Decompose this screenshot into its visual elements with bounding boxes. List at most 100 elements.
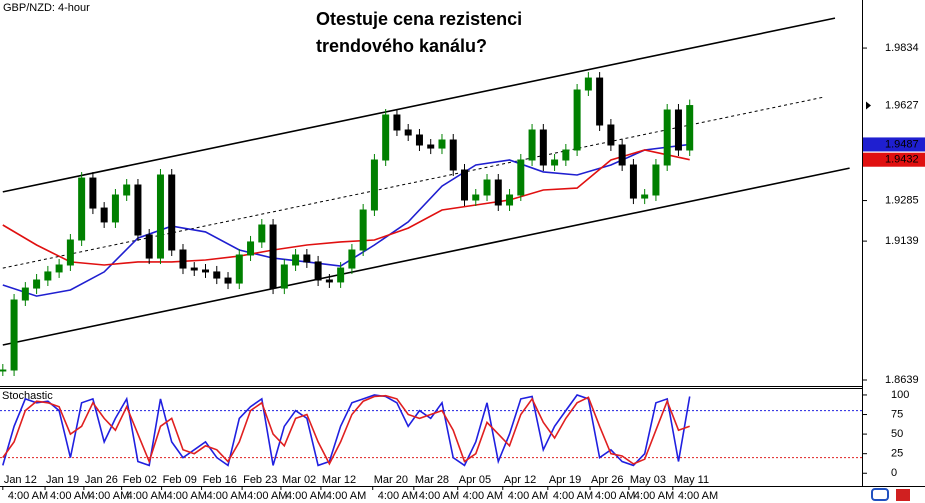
candle xyxy=(314,261,322,281)
time-label: 4:00 AM xyxy=(595,490,635,502)
channel-line xyxy=(2,17,836,193)
indicator-title: Stochastic xyxy=(2,390,53,402)
candle xyxy=(506,194,514,206)
candle xyxy=(258,224,266,243)
candle xyxy=(686,105,694,151)
y-tick-label: 1.9285 xyxy=(885,194,919,206)
candle xyxy=(269,224,277,289)
candle xyxy=(517,159,525,196)
candle xyxy=(539,129,547,166)
time-label: 4:00 AM xyxy=(286,490,326,502)
x-tick-label: Mar 02 xyxy=(282,474,316,486)
y-tick-label: 0 xyxy=(891,467,897,479)
x-tick-label: Feb 09 xyxy=(163,474,197,486)
time-label: 4:00 AM xyxy=(463,490,503,502)
time-label: 4:00 AM xyxy=(378,490,418,502)
candle xyxy=(415,134,423,146)
current-price-label: 1.9627 xyxy=(885,99,919,111)
candle xyxy=(607,124,615,146)
candle xyxy=(100,207,108,223)
candle xyxy=(303,254,311,263)
y-tick-label: 100 xyxy=(891,389,909,401)
price-box xyxy=(863,137,925,152)
candle xyxy=(337,267,345,283)
candle xyxy=(461,169,469,201)
candle xyxy=(78,177,86,241)
y-tick-label: 1.9139 xyxy=(885,235,919,247)
x-tick-label: Mar 20 xyxy=(374,474,408,486)
x-tick-label: May 03 xyxy=(630,474,666,486)
chart-title: GBP/NZD: 4-hour xyxy=(3,2,90,14)
x-tick-label: Mar 12 xyxy=(322,474,356,486)
title-bg xyxy=(0,0,97,16)
candle xyxy=(494,179,502,206)
close-icon[interactable] xyxy=(896,489,910,501)
x-tick-label: Apr 05 xyxy=(459,474,491,486)
candle xyxy=(551,159,559,166)
candle xyxy=(33,279,41,289)
time-label: 4:00 AM xyxy=(207,490,247,502)
candle xyxy=(584,77,592,91)
x-tick-label: Feb 23 xyxy=(243,474,277,486)
candle xyxy=(404,129,412,136)
time-label: 4:00 AM xyxy=(553,490,593,502)
annotation: Otestuje cena rezistenci xyxy=(316,9,522,29)
y-tick-label: 1.8639 xyxy=(885,374,919,386)
candle xyxy=(348,249,356,269)
x-tick-label: Mar 28 xyxy=(415,474,449,486)
candle xyxy=(123,184,131,196)
candle xyxy=(190,267,198,271)
candle xyxy=(134,184,142,236)
candle xyxy=(359,209,367,251)
time-label: 4:00 AM xyxy=(89,490,129,502)
candle xyxy=(663,109,671,166)
time-label: 4:00 AM xyxy=(326,490,366,502)
candle xyxy=(280,264,288,289)
candle xyxy=(55,264,63,273)
candle xyxy=(562,149,570,161)
candle xyxy=(111,194,119,223)
y-tick-label: 75 xyxy=(891,408,903,420)
price-box-label: 1.9432 xyxy=(885,154,919,166)
candle xyxy=(247,241,255,256)
time-label: 4:00 AM xyxy=(167,490,207,502)
price-box xyxy=(863,152,925,167)
x-tick-label: Jan 12 xyxy=(4,474,37,486)
y-tick-label: 1.9834 xyxy=(885,42,919,54)
price-marker xyxy=(866,101,871,110)
y-tick-label: 25 xyxy=(891,448,903,460)
x-tick-label: Apr 19 xyxy=(549,474,581,486)
x-tick-label: May 11 xyxy=(674,474,709,486)
candle xyxy=(393,114,401,131)
link-icon[interactable] xyxy=(871,488,889,501)
candle xyxy=(528,129,536,161)
candle xyxy=(202,269,210,273)
candle xyxy=(156,174,164,259)
toolbar-icons[interactable] xyxy=(871,488,910,501)
candle xyxy=(21,287,29,301)
moving-average xyxy=(2,149,690,266)
candle xyxy=(674,109,682,151)
candle xyxy=(325,279,333,283)
time-label: 4:00 AM xyxy=(247,490,287,502)
time-label: 4:00 AM xyxy=(634,490,674,502)
candle xyxy=(427,144,435,149)
channel-line xyxy=(2,167,850,346)
stochastic-line xyxy=(2,394,690,466)
candle xyxy=(370,159,378,211)
candle xyxy=(145,234,153,259)
x-tick-label: Feb 02 xyxy=(123,474,157,486)
candle xyxy=(483,179,491,196)
candle xyxy=(213,271,221,279)
time-label: 4:00 AM xyxy=(419,490,459,502)
time-label: 4:00 AM xyxy=(678,490,718,502)
candle xyxy=(235,254,243,284)
candle xyxy=(641,194,649,199)
candle xyxy=(449,139,457,171)
candle xyxy=(179,249,187,269)
channel-line xyxy=(2,96,825,269)
time-label: 4:00 AM xyxy=(8,490,48,502)
candle xyxy=(652,164,660,196)
x-tick-label: Apr 12 xyxy=(504,474,536,486)
